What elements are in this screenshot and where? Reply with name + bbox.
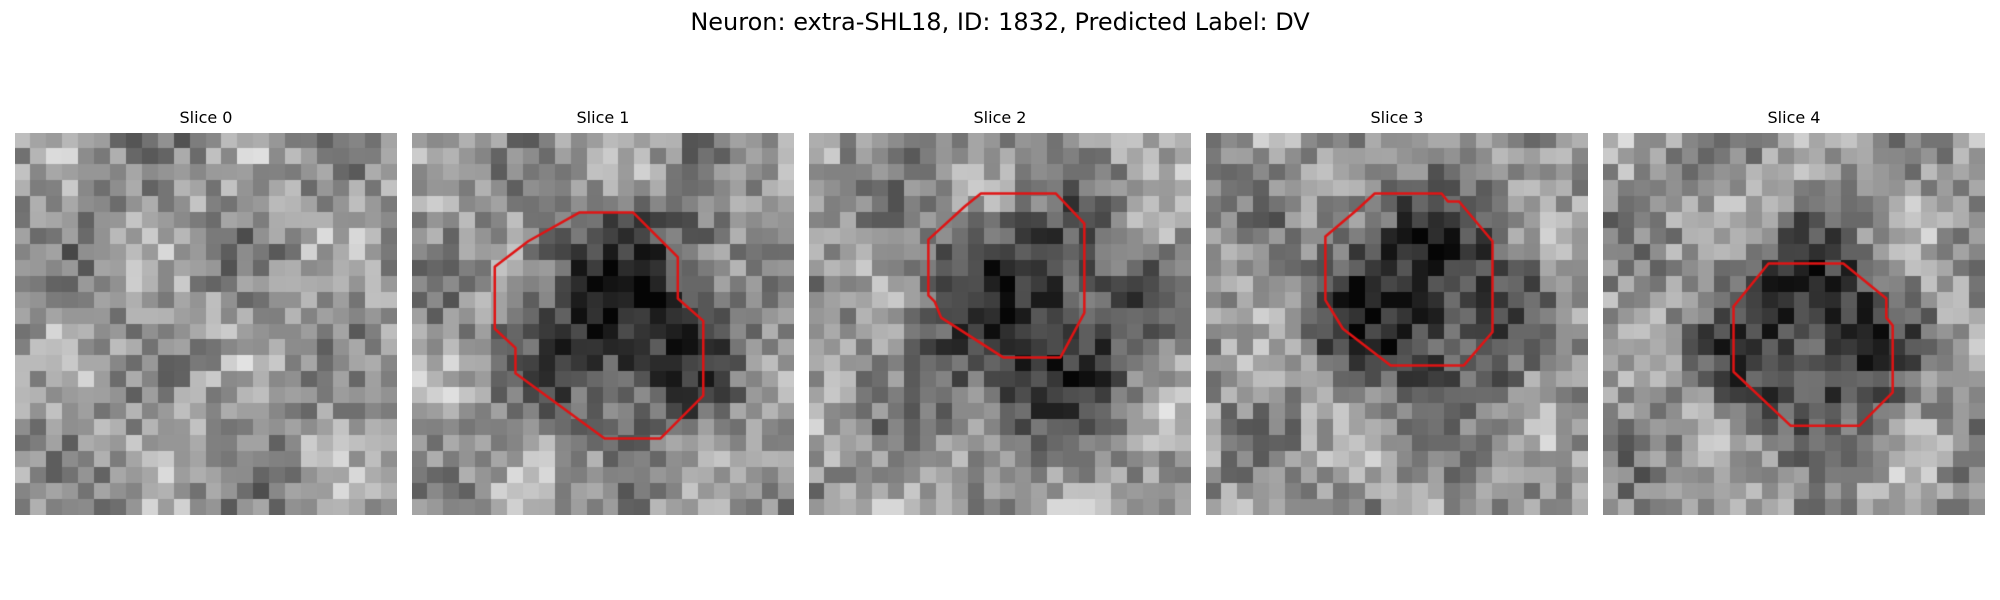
slice-2-title: Slice 2 [973,108,1027,127]
slice-panel-3: Slice 3 [1206,108,1588,515]
slice-2-image [809,133,1191,515]
slice-panel-0: Slice 0 [15,108,397,515]
slice-1-image [412,133,794,515]
slice-0-image [15,133,397,515]
slice-panel-1: Slice 1 [412,108,794,515]
slice-1-title: Slice 1 [576,108,630,127]
slice-panel-2: Slice 2 [809,108,1191,515]
slice-3-image [1206,133,1588,515]
slice-3-title: Slice 3 [1370,108,1424,127]
slice-panel-4: Slice 4 [1603,108,1985,515]
slice-0-title: Slice 0 [179,108,233,127]
figure-title: Neuron: extra-SHL18, ID: 1832, Predicted… [690,8,1310,36]
slice-4-image [1603,133,1985,515]
slice-4-title: Slice 4 [1767,108,1821,127]
